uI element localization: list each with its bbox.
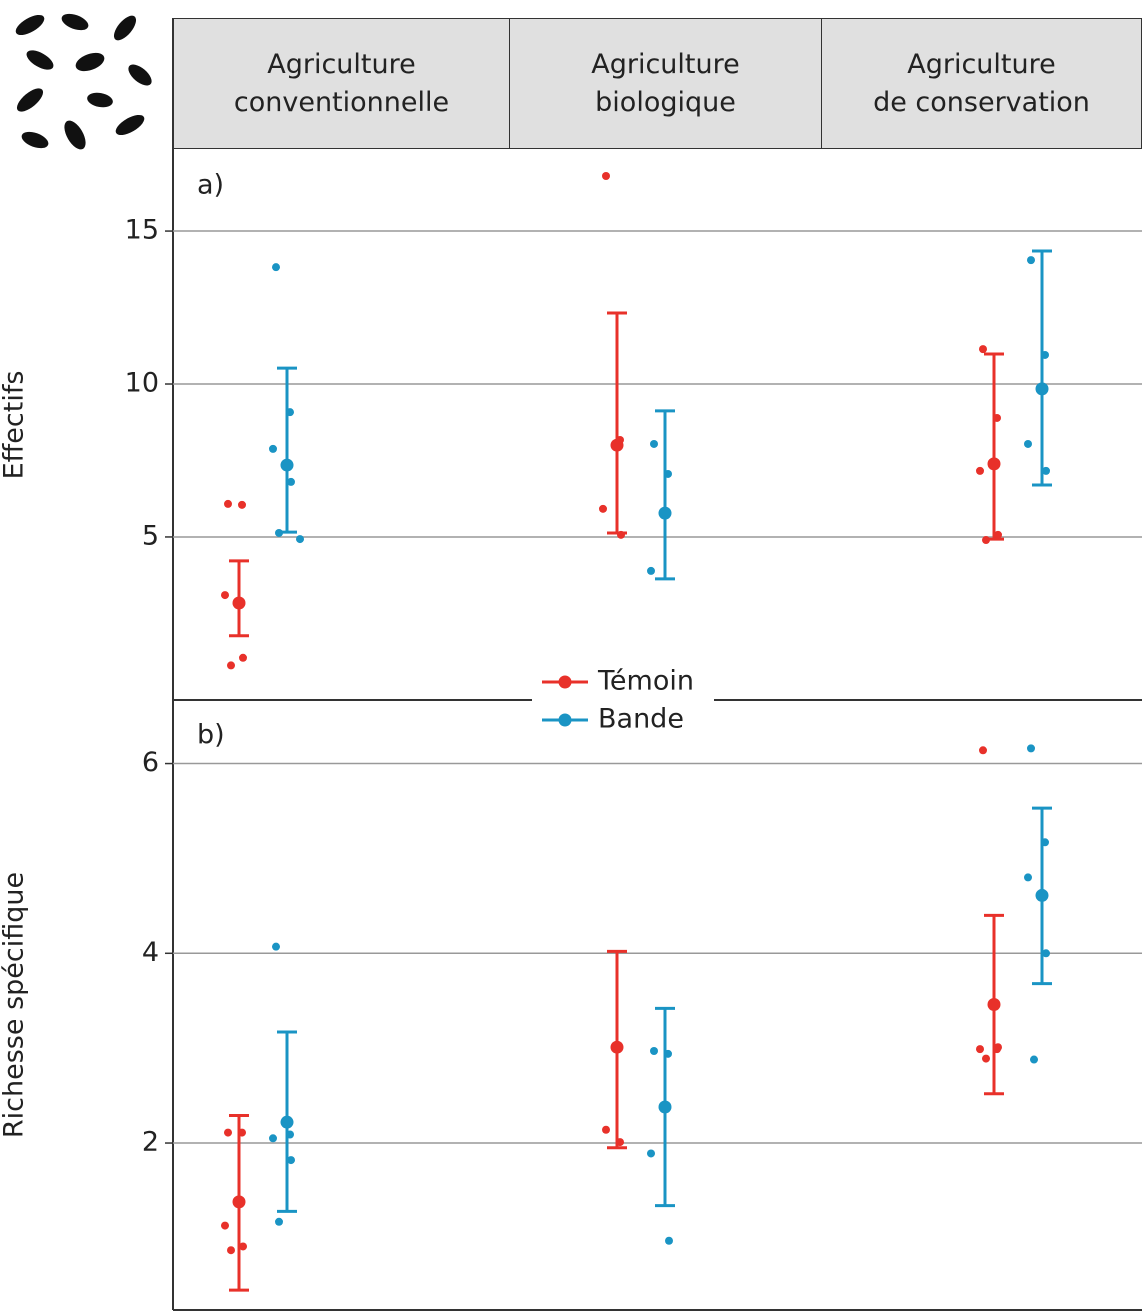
error-bar xyxy=(1032,249,1052,487)
mean-dot xyxy=(658,506,672,520)
observation-dot xyxy=(664,1049,672,1058)
y-tick-label: 5 xyxy=(142,520,159,551)
observation-dot xyxy=(993,413,1001,422)
y-tick-label: 4 xyxy=(142,937,159,968)
mean-dot xyxy=(610,1040,624,1054)
observation-dot xyxy=(239,1242,247,1251)
observation-dot xyxy=(994,1043,1002,1052)
observation-dot xyxy=(239,653,247,662)
panel-label: b) xyxy=(197,720,225,751)
observation-dot xyxy=(976,466,984,475)
observation-dot xyxy=(269,1134,277,1143)
observation-dot xyxy=(665,1236,673,1245)
legend-dot xyxy=(558,713,572,727)
observation-dot xyxy=(599,504,607,513)
legend-box xyxy=(532,662,714,742)
observation-dot xyxy=(616,435,624,444)
y-tick-label: 6 xyxy=(142,747,159,778)
observation-dot xyxy=(1024,439,1032,448)
observation-dot xyxy=(221,1221,229,1230)
observation-dot xyxy=(979,345,987,354)
bird-icons xyxy=(15,13,152,150)
observation-dot xyxy=(664,469,672,478)
legend-label: Témoin xyxy=(597,666,694,697)
observation-dot xyxy=(976,1045,984,1054)
observation-dot xyxy=(979,746,987,755)
column-header: Agriculture conventionnelle xyxy=(173,18,510,149)
y-tick-label: 15 xyxy=(125,215,159,246)
mean-dot xyxy=(658,1100,672,1114)
observation-dot xyxy=(221,591,229,600)
observation-dot xyxy=(1027,256,1035,265)
mean-dot xyxy=(280,1115,294,1129)
observation-dot xyxy=(616,1138,624,1147)
observation-dot xyxy=(269,444,277,453)
mean-dot xyxy=(232,596,246,610)
mean-dot xyxy=(1035,382,1049,396)
observation-dot xyxy=(224,499,232,508)
legend-label: Bande xyxy=(598,704,684,735)
observation-dot xyxy=(1027,744,1035,753)
error-bar xyxy=(607,311,627,535)
observation-dot xyxy=(1041,838,1049,847)
observation-dot xyxy=(617,530,625,539)
observation-dot xyxy=(650,439,658,448)
column-header: Agriculture de conservation xyxy=(821,18,1142,149)
legend-dot xyxy=(558,675,572,689)
observation-dot xyxy=(650,1047,658,1056)
observation-dot xyxy=(602,1125,610,1134)
observation-dot xyxy=(296,535,304,544)
observation-dot xyxy=(238,1128,246,1137)
observation-dot xyxy=(224,1128,232,1137)
column-header: Agriculture biologique xyxy=(509,18,822,149)
mean-dot xyxy=(987,998,1001,1012)
panel-label: a) xyxy=(197,170,224,201)
observation-dot xyxy=(272,263,280,272)
observation-dot xyxy=(287,1156,295,1165)
mean-dot xyxy=(280,458,294,472)
observation-dot xyxy=(982,1054,990,1063)
observation-dot xyxy=(1024,873,1032,882)
observation-dot xyxy=(275,528,283,537)
observation-dot xyxy=(982,536,990,545)
observation-dot xyxy=(647,566,655,575)
observation-dot xyxy=(272,942,280,951)
observation-dot xyxy=(286,1130,294,1139)
y-axis-label: Richesse spécifique xyxy=(0,872,30,1138)
error-bar xyxy=(655,409,675,581)
observation-dot xyxy=(275,1217,283,1226)
mean-dot xyxy=(987,457,1001,471)
observation-dot xyxy=(647,1149,655,1158)
mean-dot xyxy=(1035,888,1049,902)
observation-dot xyxy=(1042,466,1050,475)
observation-dot xyxy=(286,408,294,417)
y-tick-label: 10 xyxy=(125,368,159,399)
observation-dot xyxy=(238,500,246,509)
observation-dot xyxy=(287,477,295,486)
observation-dot xyxy=(1042,949,1050,958)
observation-dot xyxy=(227,1246,235,1255)
error-bar xyxy=(277,366,297,534)
observation-dot xyxy=(227,661,235,670)
observation-dot xyxy=(602,172,610,181)
observation-dot xyxy=(1030,1055,1038,1064)
observation-dot xyxy=(1041,350,1049,359)
mean-dot xyxy=(232,1195,246,1209)
y-tick-label: 2 xyxy=(142,1127,159,1158)
observation-dot xyxy=(994,530,1002,539)
y-axis-label: Effectifs xyxy=(0,371,30,480)
error-bar xyxy=(984,352,1004,541)
